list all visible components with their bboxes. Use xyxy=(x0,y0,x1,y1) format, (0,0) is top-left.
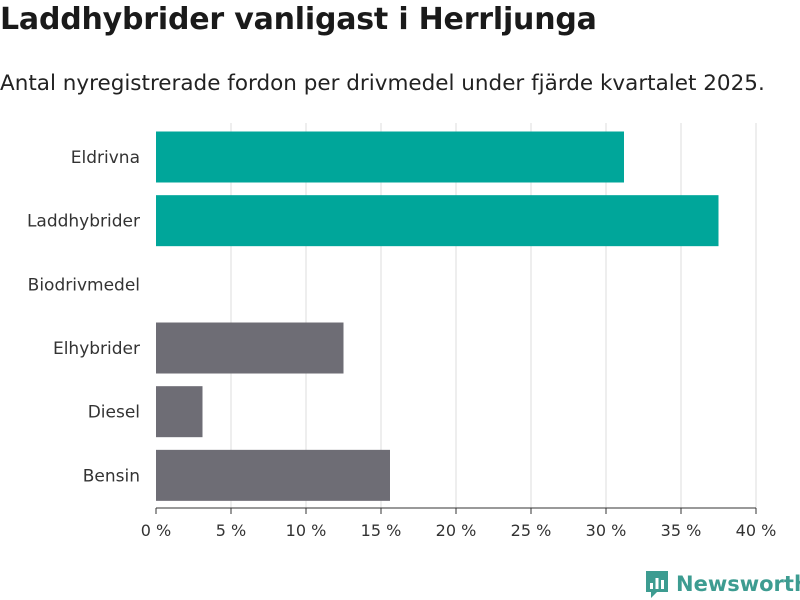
x-tick-label: 35 % xyxy=(661,521,702,540)
x-tick-label: 10 % xyxy=(286,521,327,540)
newsworthy-logo-text: Newsworthy xyxy=(676,572,800,596)
category-label: Eldrivna xyxy=(71,148,140,168)
chart-subtitle: Antal nyregistrerade fordon per drivmede… xyxy=(0,71,765,96)
bar-elhybrider xyxy=(156,322,344,374)
newsworthy-logo: Newsworthy xyxy=(644,568,800,600)
bar-diesel xyxy=(156,386,203,438)
bar-eldrivna xyxy=(156,131,624,183)
category-label: Bensin xyxy=(83,466,140,486)
x-tick-label: 20 % xyxy=(436,521,477,540)
category-label: Diesel xyxy=(88,403,140,423)
category-label: Biodrivmedel xyxy=(28,275,140,295)
bar-bensin xyxy=(156,449,390,501)
x-tick-label: 5 % xyxy=(216,521,246,540)
newsworthy-logo-icon xyxy=(646,571,668,598)
bar-chart: Eldrivna Laddhybrider Biodrivmedel Elhybrid… xyxy=(27,123,777,540)
x-tick-label: 40 % xyxy=(736,521,777,540)
x-tick-label: 15 % xyxy=(361,521,402,540)
x-tick-label: 30 % xyxy=(586,521,627,540)
bar-laddhybrider xyxy=(156,195,719,247)
chart-title: Laddhybrider vanligast i Herrljunga xyxy=(0,2,597,37)
x-tick-label: 0 % xyxy=(141,521,171,540)
category-label: Elhybrider xyxy=(53,339,140,359)
x-tick-label: 25 % xyxy=(511,521,552,540)
category-label: Laddhybrider xyxy=(27,212,140,232)
